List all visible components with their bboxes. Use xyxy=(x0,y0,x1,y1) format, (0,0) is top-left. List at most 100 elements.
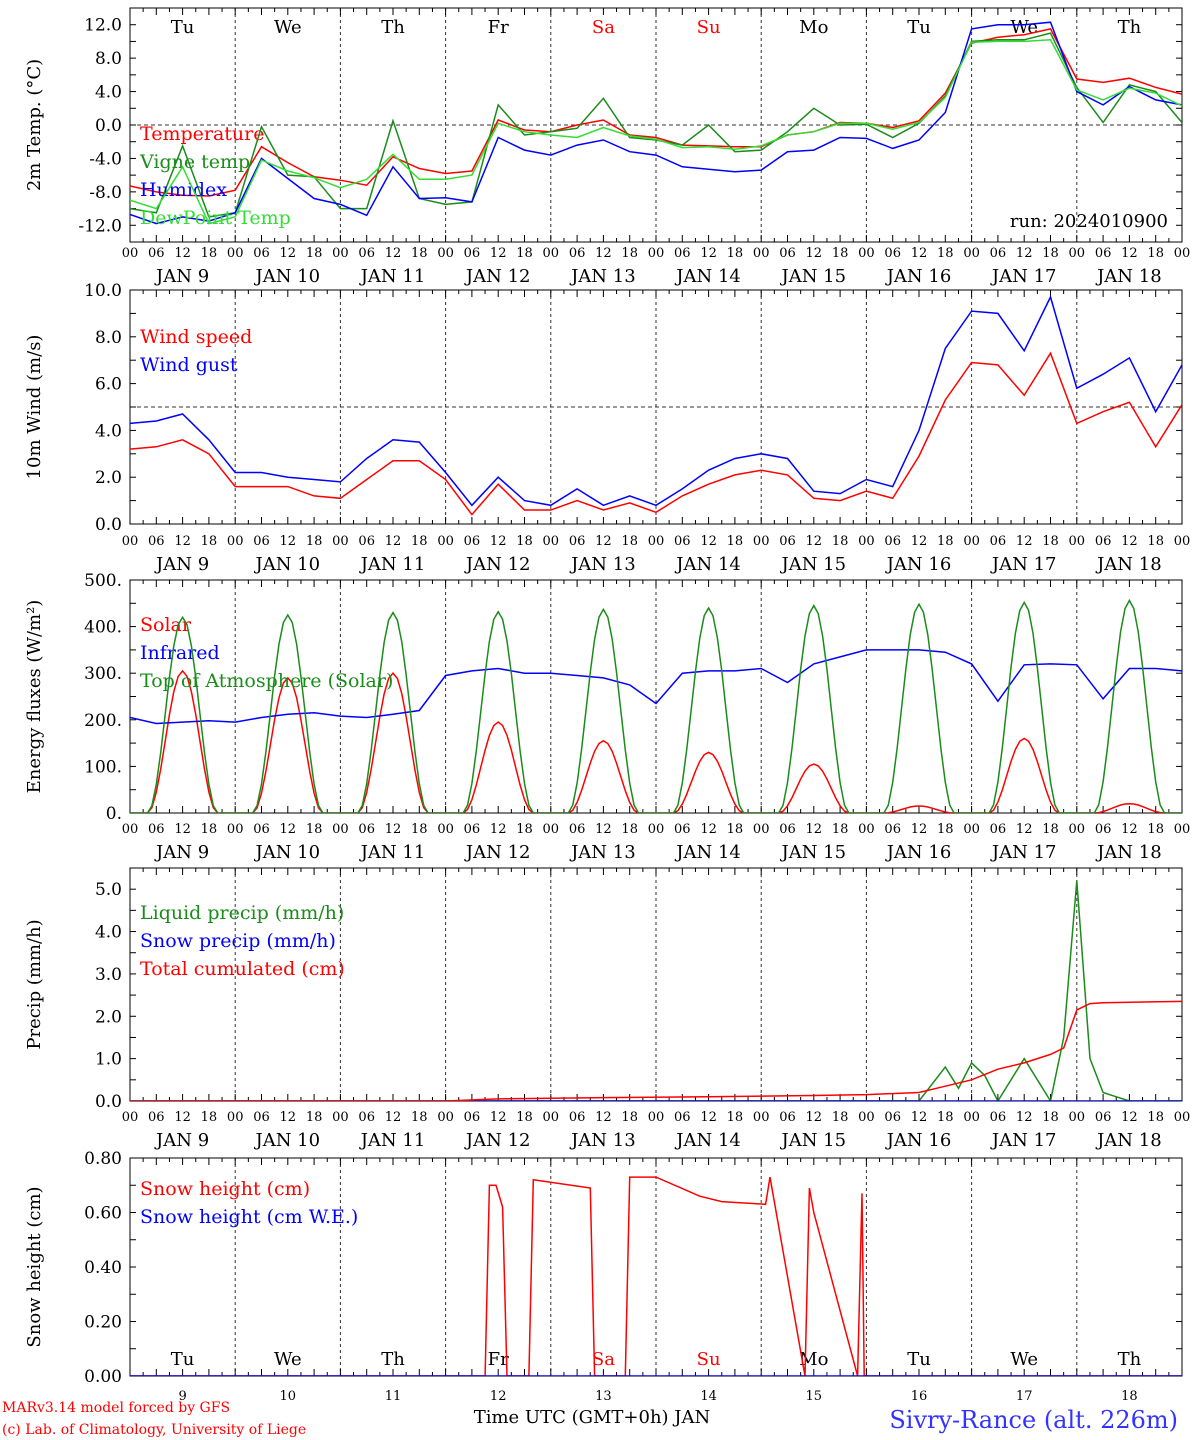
hour-tick-label: 06 xyxy=(1095,534,1112,549)
day-number-label: 15 xyxy=(806,1389,823,1404)
hour-tick-label: 18 xyxy=(727,1110,744,1125)
date-label: JAN 10 xyxy=(254,554,321,575)
y-tick-label: 4.0 xyxy=(95,421,122,441)
hour-tick-label: 06 xyxy=(674,1110,691,1125)
hour-tick-label: 18 xyxy=(727,246,744,261)
hour-tick-label: 00 xyxy=(1069,246,1086,261)
y-tick-label: 300. xyxy=(84,664,122,684)
legend-entry: Wind speed xyxy=(140,326,252,348)
hour-tick-label: 12 xyxy=(1121,246,1138,261)
day-number-label: 9 xyxy=(178,1389,186,1404)
legend-entry: Vigne temp xyxy=(139,151,250,173)
hour-tick-label: 00 xyxy=(437,534,454,549)
hour-tick-label: 00 xyxy=(1069,822,1086,837)
date-label: JAN 17 xyxy=(990,266,1057,287)
hour-tick-label: 12 xyxy=(595,1110,612,1125)
date-label: JAN 13 xyxy=(569,266,636,287)
hour-tick-label: 00 xyxy=(122,246,139,261)
y-tick-label: 0.0 xyxy=(95,116,122,136)
day-name-Th: Th xyxy=(1118,1349,1142,1370)
hour-tick-label: 00 xyxy=(858,822,875,837)
date-label: JAN 9 xyxy=(154,842,209,863)
hour-tick-label: 12 xyxy=(806,246,823,261)
day-number-label: 13 xyxy=(595,1389,612,1404)
y-tick-label: 8.0 xyxy=(95,328,122,348)
hour-tick-label: 18 xyxy=(1147,1110,1164,1125)
y-tick-label: 8.0 xyxy=(95,49,122,69)
day-name-We: We xyxy=(274,17,302,38)
date-label: JAN 16 xyxy=(885,842,952,863)
hour-tick-label: 00 xyxy=(437,246,454,261)
hour-tick-label: 18 xyxy=(201,246,218,261)
date-label: JAN 9 xyxy=(154,1130,209,1151)
hour-tick-label: 18 xyxy=(411,534,428,549)
hour-tick-label: 18 xyxy=(832,534,849,549)
date-label: JAN 13 xyxy=(569,842,636,863)
hour-tick-label: 18 xyxy=(1147,246,1164,261)
hour-tick-label: 06 xyxy=(990,246,1007,261)
hour-tick-label: 06 xyxy=(148,822,165,837)
y-tick-label: 0.0 xyxy=(95,1092,122,1112)
day-number-label: 12 xyxy=(490,1389,507,1404)
hour-tick-label: 06 xyxy=(779,1110,796,1125)
date-label: JAN 12 xyxy=(464,266,531,287)
hour-tick-label: 12 xyxy=(911,822,928,837)
hour-tick-label: 00 xyxy=(963,1110,980,1125)
date-label: JAN 12 xyxy=(464,554,531,575)
hour-tick-label: 00 xyxy=(858,534,875,549)
date-label: JAN 11 xyxy=(359,266,426,287)
hour-tick-label: 00 xyxy=(963,822,980,837)
date-label: JAN 9 xyxy=(154,554,209,575)
hour-tick-label: 00 xyxy=(332,534,349,549)
date-label: JAN 15 xyxy=(780,842,847,863)
hour-tick-label: 18 xyxy=(411,246,428,261)
hour-tick-label: 00 xyxy=(753,246,770,261)
hour-tick-label: 06 xyxy=(884,1110,901,1125)
hour-tick-label: 18 xyxy=(832,1110,849,1125)
y-axis-label: Snow height (cm) xyxy=(24,1186,45,1347)
hour-tick-label: 18 xyxy=(306,534,323,549)
hour-tick-label: 12 xyxy=(385,1110,402,1125)
hour-tick-label: 18 xyxy=(516,246,533,261)
hour-tick-label: 12 xyxy=(806,1110,823,1125)
date-label: JAN 15 xyxy=(780,554,847,575)
hour-tick-label: 00 xyxy=(437,1110,454,1125)
y-tick-label: -8.0 xyxy=(89,183,122,203)
series-line-top-of-atmosphere-solar- xyxy=(130,598,1182,813)
hour-tick-label: 00 xyxy=(543,1110,560,1125)
run-annotation: run: 2024010900 xyxy=(1010,211,1168,232)
legend-entry: Infrared xyxy=(140,642,220,664)
date-label: JAN 18 xyxy=(1095,266,1162,287)
date-label: JAN 11 xyxy=(359,842,426,863)
date-label: JAN 16 xyxy=(885,266,952,287)
hour-tick-label: 06 xyxy=(779,822,796,837)
day-number-label: 11 xyxy=(385,1389,402,1404)
day-number-label: 16 xyxy=(911,1389,928,1404)
y-tick-label: 2.0 xyxy=(95,1007,122,1027)
hour-tick-label: 12 xyxy=(1121,822,1138,837)
hour-tick-label: 06 xyxy=(358,822,375,837)
date-label: JAN 13 xyxy=(569,1130,636,1151)
hour-tick-label: 00 xyxy=(543,534,560,549)
hour-tick-label: 00 xyxy=(227,246,244,261)
hour-tick-label: 06 xyxy=(464,1110,481,1125)
hour-tick-label: 00 xyxy=(227,822,244,837)
day-name-Su: Su xyxy=(697,1349,721,1370)
y-tick-label: 0. xyxy=(106,804,122,824)
hour-tick-label: 12 xyxy=(1016,246,1033,261)
hour-tick-label: 12 xyxy=(1016,822,1033,837)
panel-5: 0.00 0.20 0.40 0.60 0.80 Snow height (cm) Tu We… xyxy=(24,1149,1183,1404)
hour-tick-label: 06 xyxy=(990,1110,1007,1125)
hour-tick-label: 06 xyxy=(674,822,691,837)
hour-tick-label: 06 xyxy=(358,1110,375,1125)
hour-tick-label: 00 xyxy=(1174,1110,1191,1125)
hour-tick-label: 00 xyxy=(648,246,665,261)
hour-tick-label: 12 xyxy=(1121,534,1138,549)
day-number-label: 18 xyxy=(1121,1389,1138,1404)
date-label: JAN 13 xyxy=(569,554,636,575)
date-label: JAN 11 xyxy=(359,554,426,575)
series-line-total-cumulated-cm- xyxy=(130,1000,1182,1101)
hour-tick-label: 06 xyxy=(569,1110,586,1125)
hour-tick-label: 00 xyxy=(963,534,980,549)
hour-tick-label: 18 xyxy=(1042,822,1059,837)
